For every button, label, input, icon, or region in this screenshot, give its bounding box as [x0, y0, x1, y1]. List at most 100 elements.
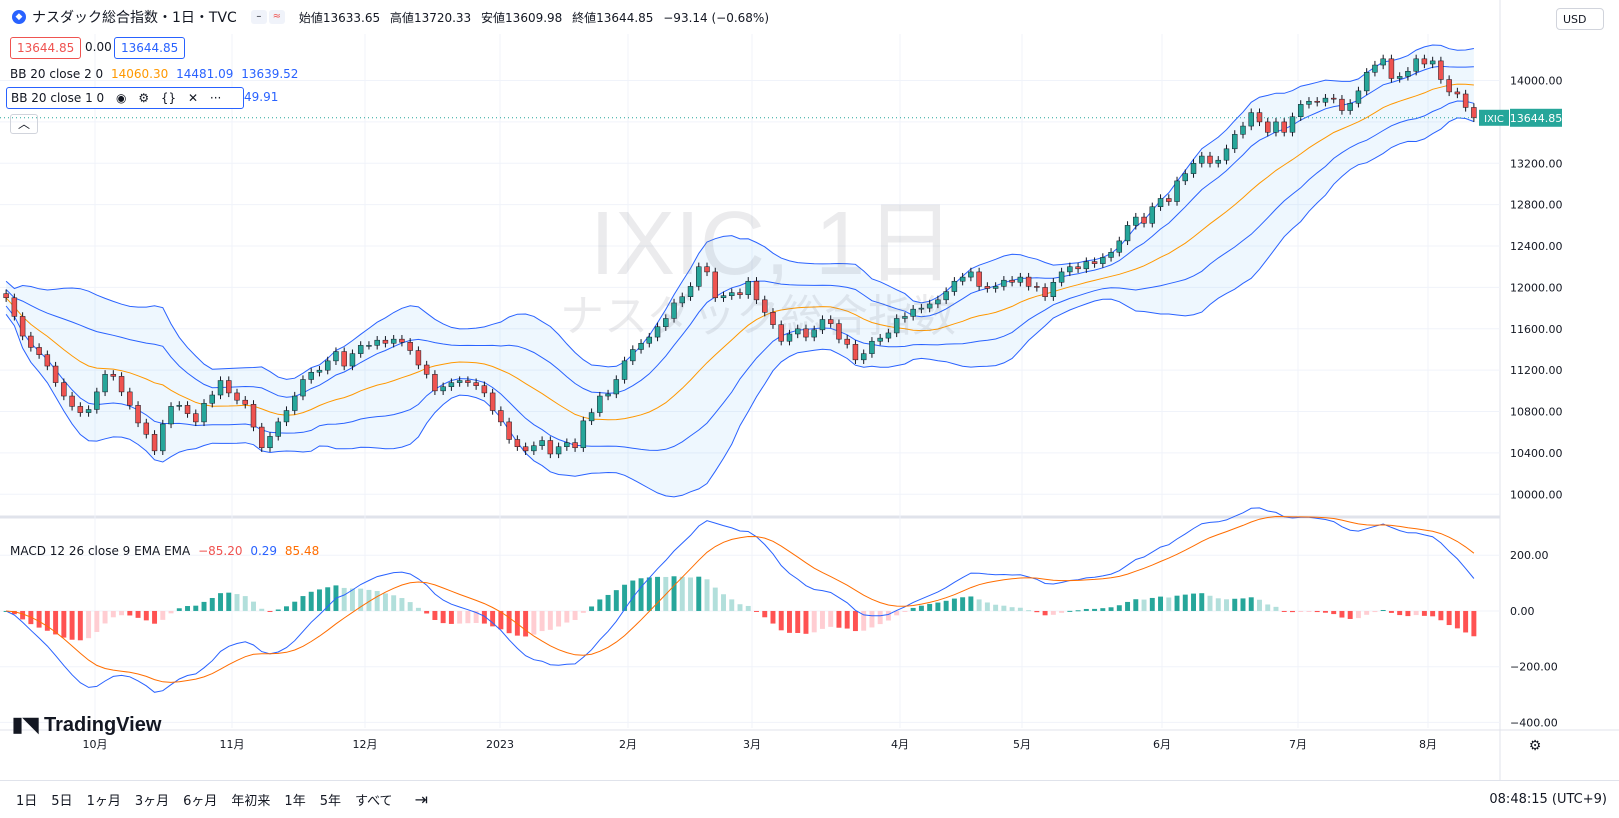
candle-body[interactable] — [786, 333, 793, 342]
candle-body[interactable] — [613, 379, 620, 395]
candle-body[interactable] — [885, 332, 892, 339]
candle-body[interactable] — [860, 353, 867, 361]
candle-body[interactable] — [836, 323, 842, 340]
candle-body[interactable] — [1380, 58, 1386, 66]
candle-body[interactable] — [1339, 98, 1345, 111]
candle-body[interactable] — [135, 405, 141, 424]
candle-body[interactable] — [902, 316, 908, 319]
candle-body[interactable] — [1471, 107, 1477, 119]
candle-body[interactable] — [324, 360, 331, 371]
candle-body[interactable] — [201, 403, 207, 423]
price-box-blue[interactable]: 13644.85 — [114, 37, 186, 59]
candle-body[interactable] — [440, 386, 446, 392]
symbol-title[interactable]: ナスダック総合指数・1日・TVC — [32, 10, 237, 26]
candle-body[interactable] — [597, 395, 603, 413]
timeframe-button-8[interactable]: すべて — [354, 794, 393, 809]
candle-body[interactable] — [151, 434, 158, 452]
candle-body[interactable] — [663, 318, 669, 327]
candle-body[interactable] — [910, 308, 916, 317]
candle-body[interactable] — [1009, 279, 1015, 283]
candle-body[interactable] — [1133, 216, 1139, 226]
candle-body[interactable] — [1240, 125, 1246, 135]
timeframe-button-4[interactable]: 6ヶ月 — [183, 794, 218, 809]
candle-body[interactable] — [1347, 103, 1353, 111]
collapse-legend-button[interactable]: ︿ — [10, 114, 38, 134]
candle-body[interactable] — [696, 266, 702, 287]
candle-body[interactable] — [52, 365, 59, 383]
candle-body[interactable] — [893, 318, 900, 334]
candle-body[interactable] — [1190, 163, 1197, 174]
candle-body[interactable] — [1265, 121, 1271, 133]
candle-body[interactable] — [481, 385, 488, 394]
timeframe-button-2[interactable]: 1ヶ月 — [86, 794, 121, 809]
tradingview-logo[interactable]: ▮◥ TradingView — [12, 712, 161, 737]
candle-body[interactable] — [44, 354, 51, 367]
candle-body[interactable] — [382, 339, 389, 344]
candle-body[interactable] — [242, 399, 248, 405]
timeframe-button-3[interactable]: 3ヶ月 — [134, 794, 170, 809]
candle-body[interactable] — [333, 351, 339, 362]
chart-canvas[interactable]: 14000.0013600.0013200.0012800.0012400.00… — [0, 0, 1619, 780]
chart-settings-icon[interactable]: ⚙ — [1529, 738, 1542, 754]
candle-body[interactable] — [390, 338, 397, 344]
candle-body[interactable] — [1273, 121, 1279, 133]
date-range-icon[interactable]: ⇥ — [414, 790, 428, 809]
candle-body[interactable] — [926, 303, 933, 309]
candle-body[interactable] — [1091, 261, 1098, 264]
candle-body[interactable] — [349, 353, 356, 367]
candle-body[interactable] — [1124, 225, 1131, 242]
candle-body[interactable] — [819, 319, 826, 331]
candle-body[interactable] — [102, 374, 108, 393]
candle-body[interactable] — [399, 338, 405, 343]
timeframe-button-7[interactable]: 5年 — [319, 794, 341, 809]
candle-body[interactable] — [1297, 104, 1304, 118]
candle-body[interactable] — [1421, 58, 1428, 65]
macd-signal-line[interactable] — [6, 515, 1475, 683]
candle-body[interactable] — [184, 405, 191, 414]
candle-body[interactable] — [1050, 282, 1057, 297]
bb1-upper-band[interactable] — [5, 65, 1474, 398]
candle-body[interactable] — [1256, 112, 1263, 123]
candle-body[interactable] — [217, 380, 224, 396]
candle-body[interactable] — [1166, 198, 1172, 202]
candle-body[interactable] — [1141, 216, 1147, 224]
bb2-legend[interactable]: BB 20 close 1 0 ◉ ⚙ {} ✕ ··· — [6, 87, 244, 109]
bb-upper-band[interactable] — [5, 44, 1474, 380]
candle-body[interactable] — [1413, 58, 1419, 72]
candle-body[interactable] — [193, 413, 199, 423]
candle-body[interactable] — [61, 382, 67, 397]
candle-body[interactable] — [770, 312, 776, 325]
candle-body[interactable] — [226, 380, 232, 394]
candle-body[interactable] — [712, 271, 718, 299]
candle-body[interactable] — [968, 271, 974, 278]
currency-selector[interactable]: USD — [1556, 8, 1604, 30]
more-icon[interactable]: ··· — [209, 91, 222, 105]
candle-body[interactable] — [28, 335, 34, 348]
clock[interactable]: 08:48:15 (UTC+9) — [1489, 792, 1607, 807]
candle-body[interactable] — [522, 446, 529, 452]
bb-basis-line[interactable] — [5, 83, 1474, 421]
candle-body[interactable] — [407, 342, 413, 351]
candle-body[interactable] — [605, 393, 611, 397]
candle-body[interactable] — [292, 395, 298, 411]
candle-body[interactable] — [1207, 155, 1213, 164]
candle-body[interactable] — [489, 392, 496, 411]
candle-body[interactable] — [1075, 266, 1081, 270]
candle-body[interactable] — [110, 374, 117, 377]
candle-body[interactable] — [1017, 276, 1024, 283]
candle-body[interactable] — [720, 295, 727, 299]
candle-body[interactable] — [94, 391, 100, 410]
candle-body[interactable] — [357, 345, 364, 354]
candle-body[interactable] — [234, 392, 240, 401]
candle-body[interactable] — [1215, 159, 1221, 164]
candle-body[interactable] — [316, 369, 323, 373]
candle-body[interactable] — [1025, 276, 1032, 287]
candle-body[interactable] — [3, 293, 9, 299]
candle-body[interactable] — [638, 343, 644, 350]
candle-body[interactable] — [564, 442, 570, 447]
candle-body[interactable] — [1174, 180, 1180, 202]
timeframe-button-0[interactable]: 1日 — [16, 794, 38, 809]
candle-body[interactable] — [621, 360, 628, 380]
bb1-lower-band[interactable] — [5, 100, 1475, 451]
candle-body[interactable] — [85, 409, 92, 413]
